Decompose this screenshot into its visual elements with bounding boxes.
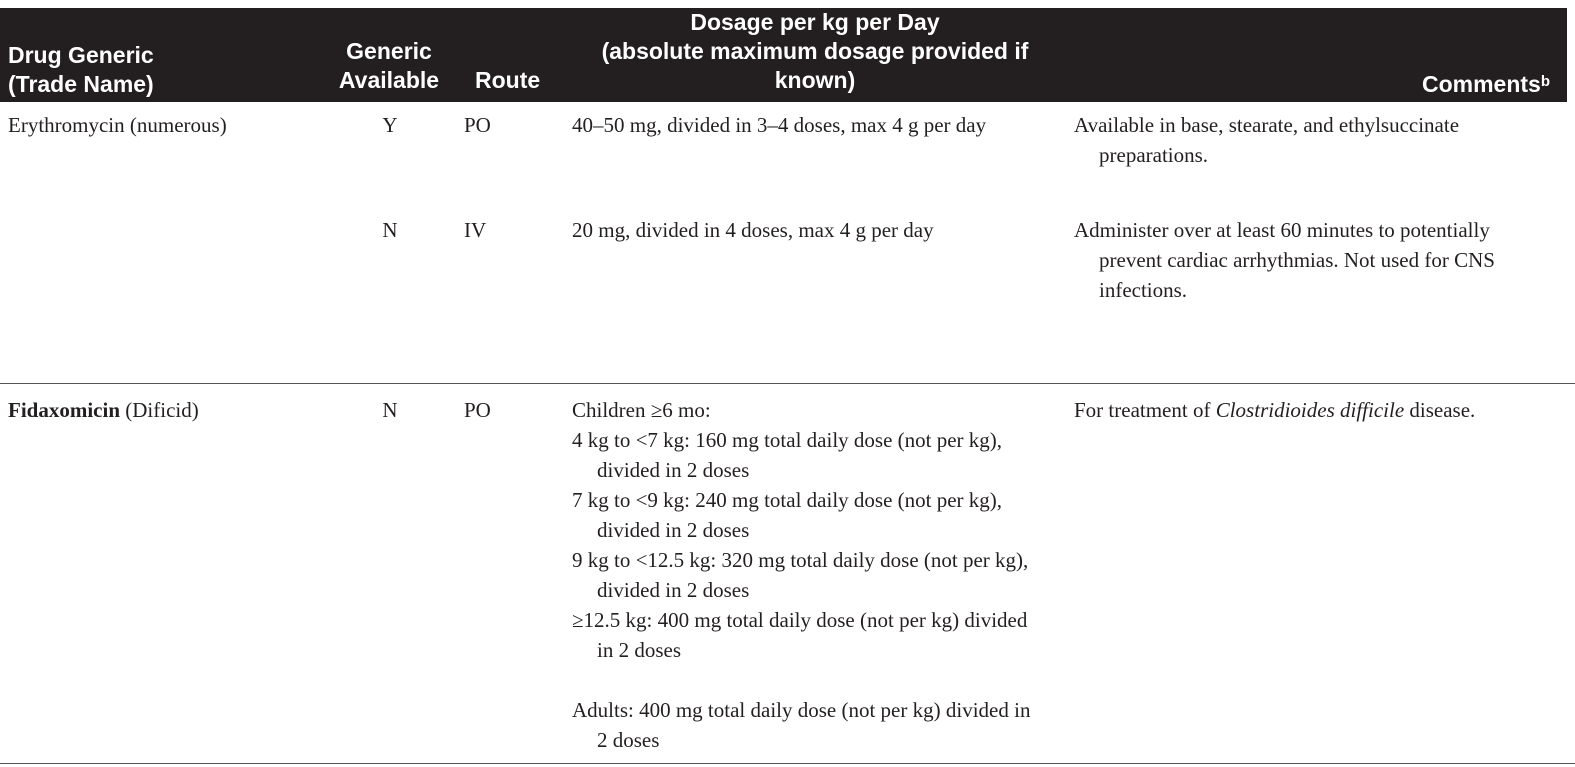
drug-cell: Fidaxomicin (Dificid)	[8, 395, 318, 425]
drug-generic-name: Fidaxomicin	[8, 398, 121, 422]
route-cell: PO	[464, 113, 491, 137]
header-route: Route	[475, 67, 541, 93]
comments-cell: Available in base, stearate, and ethylsu…	[1074, 113, 1460, 167]
header-comments-footnote: b	[1540, 73, 1550, 90]
dosage-line: Children ≥6 mo:	[572, 398, 711, 422]
header-comments: Commentsb	[1080, 70, 1550, 99]
header-dosage-line1: Dosage per kg per Day	[690, 9, 940, 35]
route-cell: PO	[464, 398, 491, 422]
header-generic-line2: Available	[338, 67, 440, 93]
drug-trade-name: (Dificid)	[120, 398, 199, 422]
header-drug-generic: Drug Generic (Trade Name)	[8, 41, 154, 99]
header-drug-line2: (Trade Name)	[8, 71, 154, 97]
dosage-cell: 40–50 mg, divided in 3–4 doses, max 4 g …	[572, 113, 987, 137]
comments-cell: Administer over at least 60 minutes to p…	[1074, 218, 1495, 302]
generic-available-cell: N	[382, 398, 398, 422]
comments-cell: For treatment of Clostridioides difficil…	[1074, 395, 1575, 425]
header-comments-label: Comments	[1421, 71, 1541, 97]
drug-generic-name: Erythromycin	[8, 113, 125, 137]
generic-available-cell: Y	[382, 113, 398, 137]
comment-organism-name: Clostridioides difficile	[1215, 398, 1405, 422]
comment-text: For treatment of	[1074, 398, 1216, 422]
drug-trade-name: (numerous)	[124, 113, 227, 137]
header-dosage: Dosage per kg per Day (absolute maximum …	[570, 8, 1060, 95]
header-dosage-line3: known)	[774, 67, 856, 93]
comment-text: disease.	[1404, 398, 1476, 422]
dosage-spacer	[572, 665, 1042, 695]
header-dosage-line2: (absolute maximum dosage provided if	[601, 38, 1029, 64]
header-generic-line1: Generic	[346, 38, 432, 64]
header-drug-line1: Drug Generic	[8, 42, 154, 68]
dosage-line: Adults: 400 mg total daily dose (not per…	[572, 698, 1031, 752]
dosage-line: ≥12.5 kg: 400 mg total daily dose (not p…	[572, 608, 1028, 662]
generic-available-cell: N	[382, 218, 398, 242]
dosage-cell: 20 mg, divided in 4 doses, max 4 g per d…	[572, 218, 934, 242]
dosage-line: 7 kg to <9 kg: 240 mg total daily dose (…	[572, 488, 1003, 542]
dosage-cell: Children ≥6 mo: 4 kg to <7 kg: 160 mg to…	[572, 395, 1042, 755]
row-divider	[0, 383, 1575, 384]
header-generic-available: Generic Available	[330, 37, 448, 95]
route-cell: IV	[464, 218, 487, 242]
table-header: Drug Generic (Trade Name) Generic Availa…	[0, 8, 1567, 102]
dosage-line: 4 kg to <7 kg: 160 mg total daily dose (…	[572, 428, 1003, 482]
dosage-line: 9 kg to <12.5 kg: 320 mg total daily dos…	[572, 548, 1029, 602]
drug-cell: Erythromycin (numerous)	[8, 110, 318, 140]
table-bottom-rule	[0, 763, 1575, 764]
